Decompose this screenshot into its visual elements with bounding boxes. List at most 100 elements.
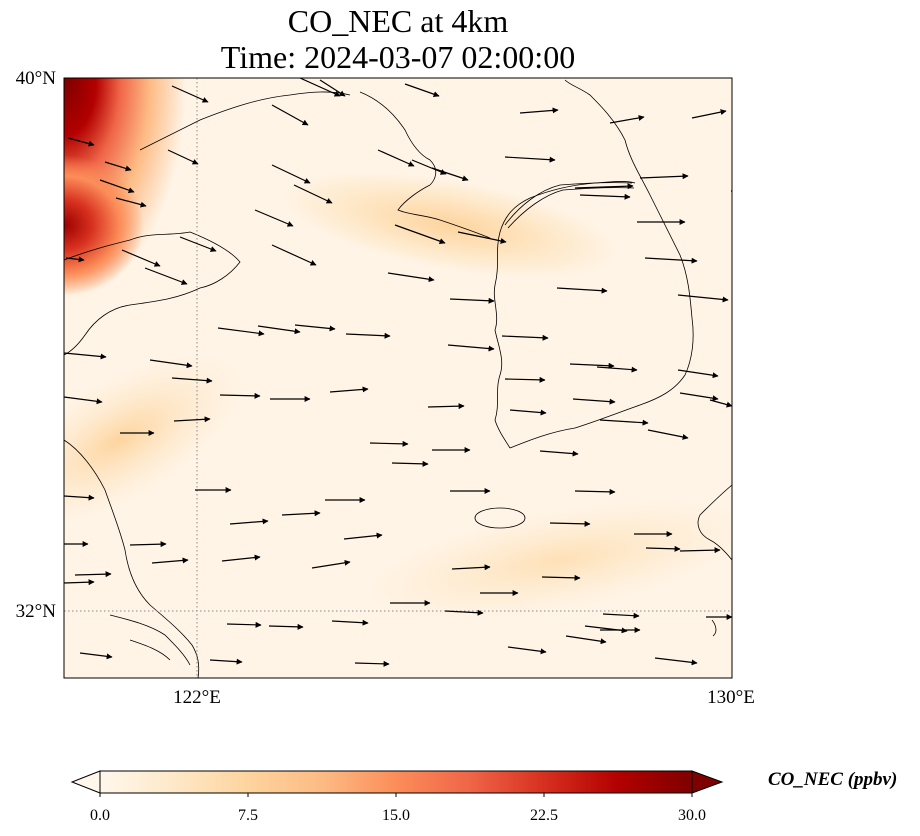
map-subtitle-time: Time: 2024-03-07 02:00:00 [220,39,576,75]
wind-vector-arrow [574,488,616,495]
concentration-field [64,78,732,678]
wind-vector-arrow [294,324,336,332]
wind-vector-arrow [226,621,262,628]
wind-vector-arrow [404,83,440,98]
wind-vector-arrow [104,161,132,172]
wind-vector-arrow [709,399,732,408]
wind-vector-arrow [509,409,547,416]
wind-vector-arrow [579,193,631,200]
wind-vector-arrow [556,287,608,294]
wind-vector-arrow [504,376,546,383]
wind-vector-arrow [369,440,409,447]
wind-vector-arrow [271,164,311,184]
wind-vector-arrow [679,547,721,554]
wind-vector-arrow [171,85,209,103]
colorbar-title: CO_NEC (ppbv) [768,769,898,790]
wind-vector-arrow [549,520,591,527]
wind-vector-arrow [572,398,616,405]
wind-vector-arrow [129,541,167,548]
wind-vector-arrow [504,156,556,163]
wind-vector-arrow [254,209,294,227]
wind-vector-arrow [319,79,346,97]
wind-vector-arrow [67,137,95,147]
colorbar-gradient [100,771,692,793]
wind-vector-arrow [377,149,415,167]
wind-vector-arrow [329,386,369,393]
wind-vector-arrow [391,460,429,467]
wind-vector-arrow [691,109,727,119]
wind-vector-arrow [331,619,369,626]
wind-vector-arrow [74,571,112,578]
wind-vector-arrow [677,369,719,379]
wind-vector-arrow [507,646,547,655]
wind-vector-arrow [431,167,469,182]
wind-vector-arrow [65,256,85,263]
wind-vector-arrow [539,450,579,457]
wind-vector-arrow [268,623,304,630]
wind-vector-arrow [343,532,383,540]
wind-vector-arrow [219,392,261,399]
wind-vector-arrow [449,297,495,304]
wind-vector-arrow [64,579,95,586]
wind-vector-arrow [115,197,147,208]
wind-vector-arrow [299,78,341,97]
wind-vector-arrow [411,159,447,175]
lon-tick-122E: 122°E [173,687,221,708]
wind-vector-arrow [354,660,390,667]
wind-vector-arrow [64,396,103,405]
wind-vector-arrow [599,419,649,426]
wind-vector-arrow [271,104,309,126]
wind-vector-arrow [519,107,559,114]
wind-vector-arrow [271,244,317,266]
wind-vector-arrow [167,149,199,165]
wind-vector-arrow [221,554,261,562]
wind-vector-arrow [64,494,95,501]
wind-vector-arrow [171,377,213,384]
wind-vector-arrow [574,183,634,190]
wind-vector-arrow [596,366,638,373]
wind-vector-arrow [149,359,193,369]
colorbar-tick-4: 30.0 [678,807,706,824]
colorbar-tick-3: 22.5 [530,807,558,824]
wind-vector-arrow [64,352,107,360]
wind-vector-arrow [144,267,188,285]
colorbar-tick-0: 0.0 [90,807,110,824]
wind-vector-arrow [79,652,113,660]
wind-vector-arrow [654,657,698,666]
wind-vector-arrow [679,392,719,402]
wind-vector-arrow [209,658,243,665]
lon-tick-130E: 130°E [707,687,755,708]
gridlines [64,78,732,678]
wind-vector-arrow [394,224,446,244]
colorbar-tick-2: 15.0 [382,807,410,824]
wind-vector-arrow [569,362,615,369]
wind-vector-arrow [217,327,265,337]
coastlines [64,79,732,678]
wind-vectors [64,78,732,667]
wind-vector-arrow [173,416,211,423]
wind-vector-arrow [457,231,507,244]
wind-vector-arrow [257,325,301,335]
wind-vector-arrow [293,184,333,204]
colorbar-tick-1: 7.5 [238,807,258,824]
wind-vector-arrow [444,609,484,616]
wind-vector-arrow [645,545,681,552]
wind-vector-arrow [311,559,351,569]
colorbar-extend-min [70,770,101,794]
wind-vector-arrow [565,635,607,645]
wind-vector-arrow [639,173,689,180]
map-frame [63,77,733,679]
wind-vector-arrow [677,294,729,303]
wind-vector-arrow [151,557,189,564]
wind-vector-arrow [121,249,161,267]
wind-vector-arrow [451,564,491,571]
wind-vector-arrow [427,403,465,410]
wind-vector-arrow [229,518,269,525]
lat-tick-40N: 40°N [16,68,57,89]
wind-vector-arrow [584,625,628,634]
map-title: CO_NEC at 4km [287,3,509,39]
wind-vector-arrow [281,510,321,517]
wind-vector-arrow [644,257,698,264]
wind-vector-arrow [345,332,391,339]
